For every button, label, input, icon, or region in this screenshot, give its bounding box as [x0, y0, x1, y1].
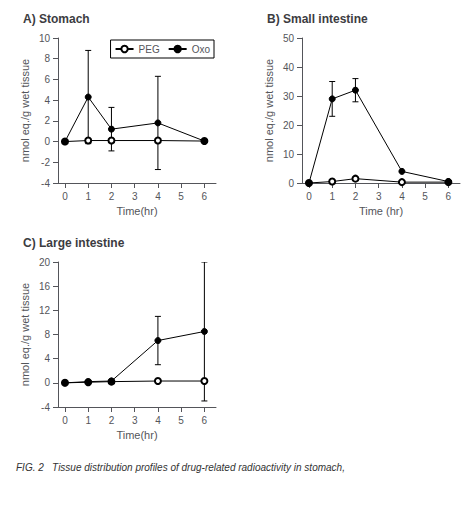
svg-text:10: 10 — [39, 33, 51, 44]
svg-text:4: 4 — [155, 415, 161, 426]
svg-text:3: 3 — [376, 191, 382, 202]
svg-text:A) Stomach: A) Stomach — [23, 12, 90, 26]
svg-text:40: 40 — [283, 62, 295, 73]
svg-text:PEG: PEG — [139, 44, 160, 55]
svg-text:6: 6 — [446, 191, 452, 202]
svg-text:1: 1 — [329, 191, 335, 202]
svg-text:4: 4 — [44, 353, 50, 364]
svg-text:3: 3 — [132, 415, 138, 426]
svg-text:3: 3 — [132, 191, 138, 202]
svg-text:6: 6 — [44, 74, 50, 85]
svg-text:4: 4 — [44, 95, 50, 106]
svg-text:4: 4 — [399, 191, 405, 202]
svg-text:-4: -4 — [41, 402, 50, 413]
svg-text:50: 50 — [283, 33, 295, 44]
svg-text:nmol eq./g wet tissue: nmol eq./g wet tissue — [19, 59, 31, 162]
svg-text:8: 8 — [44, 329, 50, 340]
svg-text:nmol eq./g wet tissue: nmol eq./g wet tissue — [19, 283, 31, 386]
svg-text:Time(hr): Time(hr) — [116, 429, 157, 441]
svg-text:6: 6 — [202, 415, 208, 426]
svg-text:0: 0 — [62, 415, 68, 426]
svg-text:Time(hr): Time(hr) — [116, 205, 157, 217]
svg-text:nmol eq./g wet tissue: nmol eq./g wet tissue — [263, 59, 275, 162]
svg-text:30: 30 — [283, 91, 295, 102]
svg-text:-4: -4 — [41, 178, 50, 189]
svg-text:20: 20 — [39, 257, 51, 268]
svg-text:6: 6 — [202, 191, 208, 202]
svg-text:16: 16 — [39, 281, 51, 292]
svg-text:4: 4 — [155, 191, 161, 202]
svg-text:5: 5 — [178, 415, 184, 426]
svg-text:1: 1 — [85, 415, 91, 426]
svg-text:0: 0 — [288, 178, 294, 189]
svg-text:10: 10 — [283, 149, 295, 160]
svg-text:2: 2 — [109, 191, 115, 202]
svg-text:Time (hr): Time (hr) — [359, 205, 403, 217]
svg-text:0: 0 — [44, 136, 50, 147]
svg-text:FIG. 2 Tissue distribution p: FIG. 2 Tissue distribution profiles of d… — [16, 462, 345, 473]
svg-text:5: 5 — [422, 191, 428, 202]
svg-text:0: 0 — [44, 377, 50, 388]
svg-text:B) Small intestine: B) Small intestine — [267, 12, 368, 26]
svg-text:2: 2 — [353, 191, 359, 202]
svg-text:8: 8 — [44, 53, 50, 64]
svg-text:Oxo: Oxo — [192, 44, 211, 55]
svg-text:12: 12 — [39, 305, 51, 316]
svg-text:20: 20 — [283, 120, 295, 131]
svg-text:C) Large intestine: C) Large intestine — [23, 236, 125, 250]
svg-text:2: 2 — [109, 415, 115, 426]
svg-text:0: 0 — [62, 191, 68, 202]
svg-text:0: 0 — [306, 191, 312, 202]
svg-text:2: 2 — [44, 115, 50, 126]
svg-text:-2: -2 — [41, 157, 50, 168]
svg-text:1: 1 — [85, 191, 91, 202]
svg-text:5: 5 — [178, 191, 184, 202]
